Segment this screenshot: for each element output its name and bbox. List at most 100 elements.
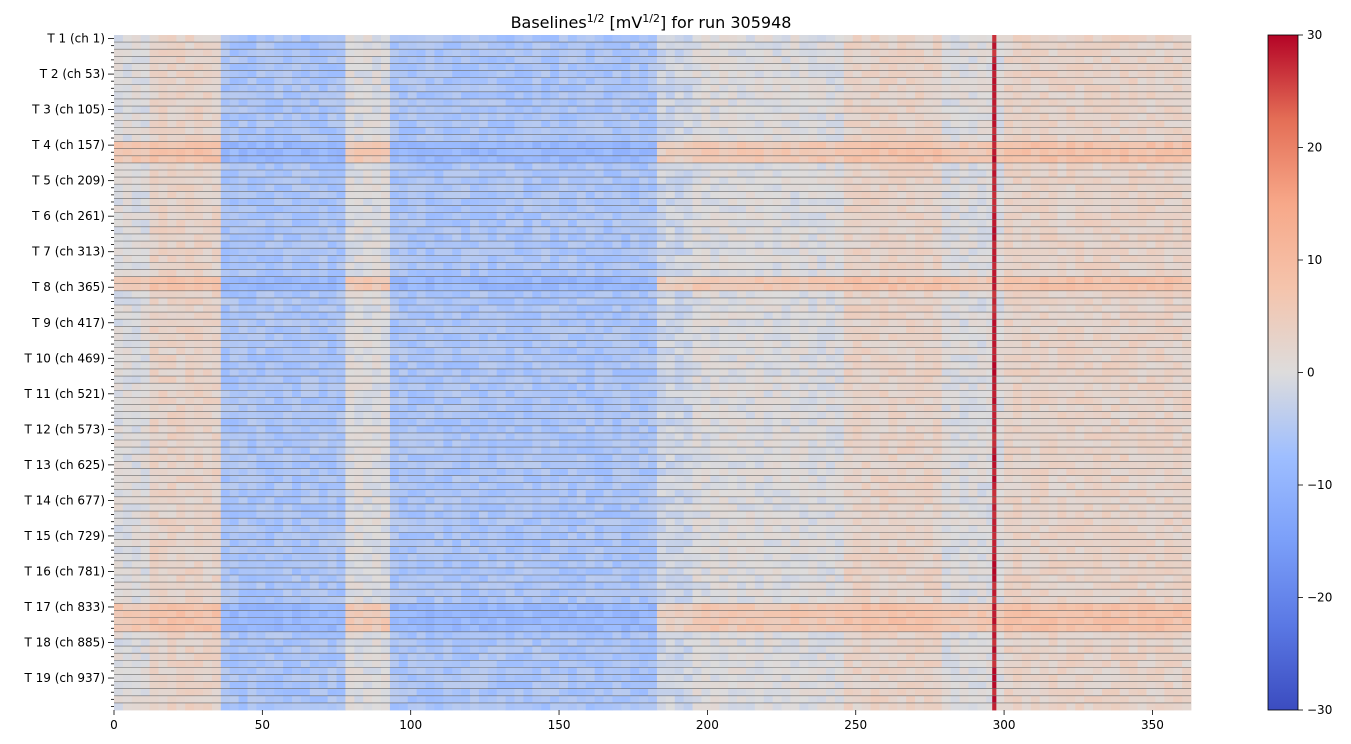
heatmap-cell (701, 84, 711, 93)
heatmap-cell (852, 49, 863, 57)
heatmap-cell (247, 319, 257, 327)
heatmap-cell (461, 212, 471, 221)
heatmap-cell (1066, 205, 1076, 214)
heatmap-cell (941, 184, 952, 192)
heatmap-cell (648, 248, 658, 256)
heatmap-cell (790, 219, 800, 228)
heatmap-cell (1101, 319, 1112, 327)
heatmap-cell (283, 162, 293, 171)
heatmap-cell (995, 77, 1005, 86)
heatmap-cell (461, 98, 471, 107)
heatmap-cell (461, 198, 471, 206)
heatmap-cell (1030, 141, 1041, 150)
heatmap-cell (1021, 319, 1032, 327)
heatmap-cell (1173, 134, 1183, 142)
heatmap-cell (514, 255, 524, 263)
heatmap-cell (603, 191, 613, 199)
heatmap-cell (1164, 312, 1174, 320)
heatmap-cell (639, 212, 649, 221)
heatmap-cell (701, 198, 711, 206)
heatmap-cell (959, 91, 969, 100)
heatmap-cell (817, 312, 827, 320)
heatmap-cell (1182, 56, 1192, 64)
heatmap-cell (372, 283, 382, 292)
heatmap-cell (826, 290, 836, 299)
heatmap-cell (763, 113, 774, 121)
heatmap-cell (496, 205, 507, 214)
heatmap-cell (114, 113, 124, 121)
heatmap-cell (995, 241, 1005, 249)
heatmap-cell (1048, 56, 1058, 64)
heatmap-cell (932, 255, 943, 263)
heatmap-cell (959, 84, 969, 93)
heatmap-cell (158, 120, 168, 128)
heatmap-cell (674, 297, 685, 306)
heatmap-cell (1093, 212, 1103, 221)
heatmap-cell (763, 262, 774, 270)
heatmap-cell (461, 63, 471, 71)
heatmap-cell (683, 191, 693, 199)
heatmap-cell (843, 233, 854, 242)
heatmap-cell (692, 283, 702, 292)
heatmap-cell (550, 198, 560, 206)
heatmap-cell (737, 49, 747, 57)
heatmap-cell (114, 226, 124, 235)
heatmap-cell (897, 134, 907, 142)
heatmap-cell (1101, 177, 1112, 185)
heatmap-cell (834, 49, 845, 57)
heatmap-cell (603, 35, 613, 43)
heatmap-cell (559, 269, 569, 277)
heatmap-hot-cell (992, 49, 997, 57)
heatmap-cell (434, 262, 444, 270)
heatmap-cell (941, 177, 952, 185)
heatmap-cell (211, 155, 222, 164)
heatmap-cell (327, 297, 337, 306)
heatmap-cell (754, 255, 765, 263)
heatmap-cell (1012, 42, 1023, 50)
heatmap-cell (1164, 155, 1174, 164)
heatmap-cell (995, 233, 1005, 242)
heatmap-cell (158, 276, 168, 285)
heatmap-cell (283, 98, 293, 107)
heatmap-cell (870, 198, 880, 206)
heatmap-hot-cell (992, 248, 997, 256)
heatmap-cell (870, 269, 880, 277)
heatmap-cell (754, 191, 765, 199)
heatmap-cell (265, 312, 275, 320)
heatmap-cell (283, 63, 293, 71)
heatmap-cell (265, 170, 275, 178)
heatmap-cell (977, 141, 987, 150)
heatmap-cell (247, 148, 257, 157)
heatmap-cell (567, 49, 578, 57)
heatmap-cell (977, 212, 987, 221)
heatmap-hot-cell (992, 283, 997, 292)
heatmap-cell (1057, 134, 1067, 142)
heatmap-cell (1030, 148, 1041, 157)
heatmap-cell (977, 120, 987, 128)
heatmap-cell (817, 70, 827, 79)
heatmap-cell (292, 177, 302, 185)
heatmap-cell (211, 42, 222, 50)
heatmap-cell (1057, 255, 1067, 263)
heatmap-cell (336, 255, 346, 263)
heatmap-cell (452, 170, 462, 178)
heatmap-cell (1164, 262, 1174, 270)
heatmap-cell (452, 77, 462, 86)
heatmap-cell (870, 205, 880, 214)
heatmap-cell (772, 255, 782, 263)
heatmap-hot-cell (992, 113, 997, 121)
heatmap-cell (959, 141, 969, 150)
heatmap-cell (470, 241, 480, 249)
heatmap-cell (470, 134, 480, 142)
heatmap-cell (149, 113, 159, 121)
heatmap-cell (639, 42, 649, 50)
heatmap-cell (389, 219, 400, 228)
heatmap-cell (470, 148, 480, 157)
heatmap-cell (977, 290, 987, 299)
heatmap-cell (728, 241, 738, 249)
heatmap-cell (487, 127, 498, 135)
heatmap-cell (567, 241, 578, 249)
heatmap-cell (345, 70, 355, 79)
heatmap-cell (861, 155, 871, 164)
heatmap-cell (621, 233, 631, 242)
